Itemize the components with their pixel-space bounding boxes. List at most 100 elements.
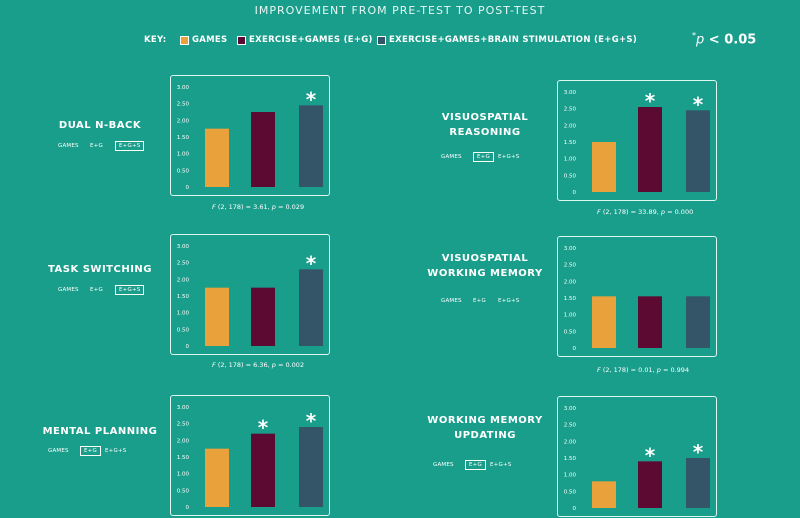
bar-games [205,128,229,187]
significance-star: * [306,409,317,433]
y-tick-label: 1.00 [564,473,577,479]
y-tick-label: 3.00 [177,85,190,91]
stat-result: F (2, 178) = 3.61, p = 0.029 [212,203,304,211]
stat-df: (2, 178) = 3.61, [215,203,272,211]
y-tick-label: 2.00 [564,279,577,285]
legend-label-games: GAMES [192,35,228,45]
y-tick-label: 2.00 [177,277,190,283]
toggle-option[interactable]: GAMES [58,143,79,149]
y-tick-label: 2.00 [564,439,577,445]
y-tick-label: 2.00 [564,123,577,129]
toggle-option[interactable]: E+G+S [115,141,145,151]
stat-f: F [212,203,216,211]
stat-pval: = 0.002 [275,361,305,369]
toggle-option[interactable]: GAMES [433,462,454,468]
chart-frame: 0 0.50 1.00 1.50 2.00 2.50 3.00 * [170,234,330,355]
toggle-option[interactable]: E+G+S [490,462,512,468]
stat-p: p [660,208,666,216]
legend: KEY: GAMES EXERCISE+GAMES (E+G) EXERCISE… [0,34,800,48]
bar-chart-2: 0 0.50 1.00 1.50 2.00 2.50 3.00 * * [564,89,710,196]
bar-games [205,448,229,507]
page-title: IMPROVEMENT FROM PRE-TEST TO POST-TEST [254,4,546,17]
stat-pval: = 0.029 [275,203,305,211]
y-tick-label: 1.50 [177,294,190,300]
significance-star: * [306,87,317,111]
y-tick-label: 1.00 [564,157,577,163]
stat-f: F [212,361,216,369]
chart-frame: 0 0.50 1.00 1.50 2.00 2.50 3.00 [557,236,717,357]
y-tick-label: 2.50 [177,261,190,267]
significance-star: * [258,416,269,440]
y-tick-label: 1.00 [177,472,190,478]
toggle-option[interactable]: GAMES [441,298,462,304]
toggle-option[interactable]: GAMES [48,448,69,454]
toggle-option[interactable]: GAMES [58,287,79,293]
significance-star: * [645,443,656,467]
panel-title: TASK SWITCHING [48,264,152,275]
toggle-option[interactable]: E+G [90,143,103,149]
stat-pval: = 0.000 [665,208,694,216]
stat-df: (2, 178) = 6.36, [215,361,272,369]
y-tick-label: 0.50 [177,327,190,333]
legend-key-label: KEY: [144,35,167,45]
panel-title: WORKING MEMORY UPDATING [427,415,543,441]
y-tick-label: 0 [186,505,190,511]
legend-swatch-eg [237,36,246,45]
y-tick-label: 2.00 [177,438,190,444]
y-tick-label: 3.00 [564,406,577,412]
bar-chart-4: 0 0.50 1.00 1.50 2.00 2.50 3.00 [564,246,710,352]
bar-games [205,287,229,346]
toggle-option[interactable]: E+G [473,152,494,162]
panel-title: MENTAL PLANNING [42,426,158,437]
y-tick-label: 2.50 [564,107,577,113]
legend-swatch-egs [377,36,386,45]
y-tick-label: 1.50 [564,456,577,462]
toggle-option[interactable]: E+G [473,298,486,304]
bar-games [592,142,616,192]
significance-star: * [693,440,704,464]
toggle-option[interactable]: E+G+S [105,448,127,454]
y-tick-label: 3.00 [564,246,577,252]
bar-eg [251,287,275,346]
bar-chart-1: 0 0.50 1.00 1.50 2.00 2.50 3.00 * [177,85,323,191]
chart-frame: 0 0.50 1.00 1.50 2.00 2.50 3.00 * * [170,395,330,516]
y-tick-label: 3.00 [564,90,577,96]
bar-egs [299,269,323,346]
panel-title: VISUOSPATIAL WORKING MEMORY [427,253,543,279]
y-tick-label: 0.50 [564,329,577,335]
stat-df: (2, 178) = 0.01, [600,366,657,374]
toggle-option[interactable]: GAMES [441,154,462,160]
toggle-option[interactable]: E+G+S [498,298,520,304]
panel-title: DUAL N-BACK [58,120,142,131]
toggle-option[interactable]: E+G [80,446,101,456]
y-tick-label: 3.00 [177,244,190,250]
bar-egs [686,458,710,508]
stat-p: p [271,361,276,369]
significance-note: *p < 0.05 [692,31,756,47]
y-tick-label: 2.50 [564,263,577,269]
y-tick-label: 1.50 [564,296,577,302]
bar-eg [638,296,662,348]
y-tick-label: 0 [573,190,577,196]
y-tick-label: 1.00 [177,311,190,317]
legend-swatch-games [180,36,189,45]
y-tick-label: 3.00 [177,405,190,411]
bar-games [592,296,616,348]
significance-star: * [692,31,696,40]
toggle-option[interactable]: E+G+S [498,154,520,160]
toggle-option[interactable]: E+G+S [115,285,145,295]
y-tick-label: 2.50 [564,423,577,429]
legend-label-eg: EXERCISE+GAMES (E+G) [249,35,373,45]
y-tick-label: 0.50 [177,488,190,494]
toggle-option[interactable]: E+G [90,287,103,293]
toggle-option[interactable]: E+G [465,460,486,470]
y-tick-label: 0.50 [564,489,577,495]
bar-chart-6: 0 0.50 1.00 1.50 2.00 2.50 3.00 * * [564,406,710,512]
stat-p: p [271,203,276,211]
significance-text: < 0.05 [708,32,757,48]
stat-result: F (2, 178) = 33.89, p = 0.000 [597,208,693,216]
significance-p: p [696,32,705,48]
y-tick-label: 1.50 [177,135,190,141]
panel-title: VISUOSPATIAL REASONING [441,112,529,138]
bar-eg [251,112,275,187]
